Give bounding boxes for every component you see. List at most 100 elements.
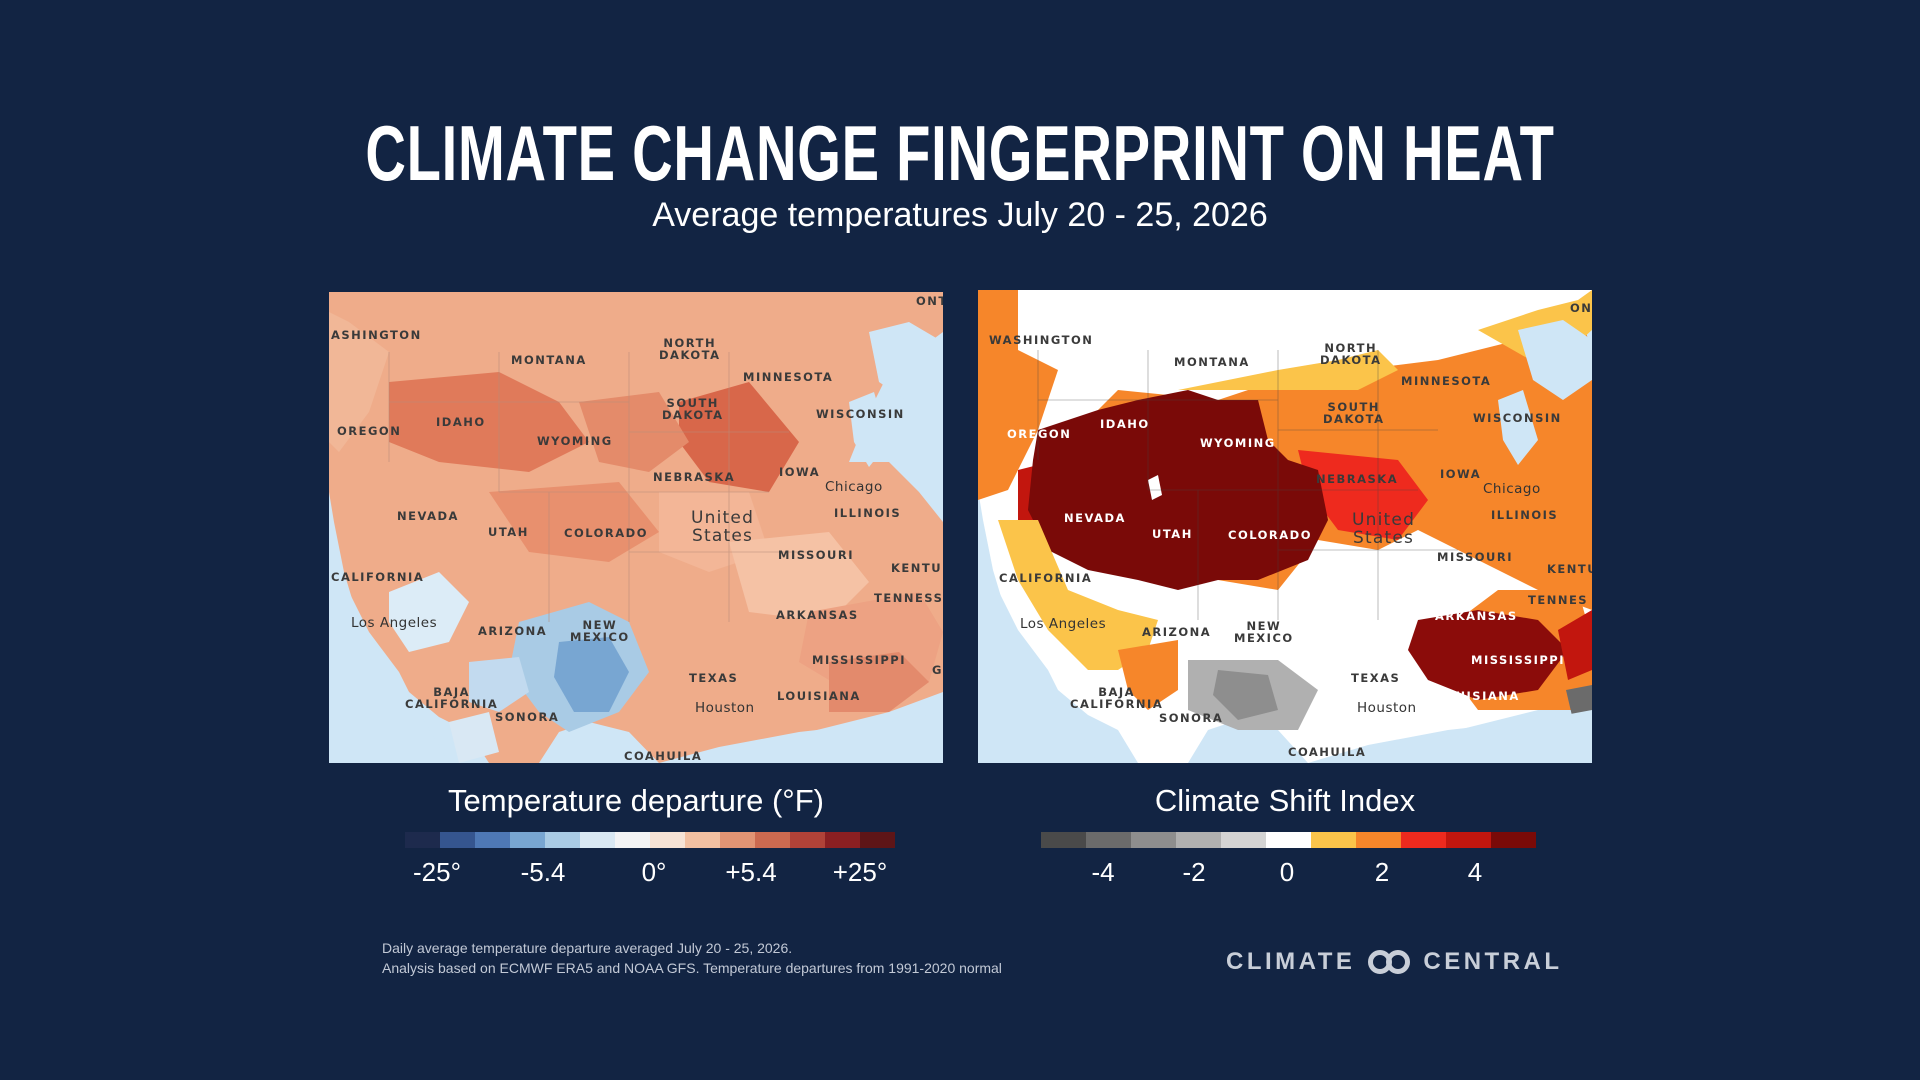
climate-shift-index-map-graphic bbox=[978, 290, 1592, 763]
color-swatch bbox=[1221, 832, 1266, 848]
label-nebraska: NEBRASKA bbox=[1316, 472, 1399, 486]
label-minnesota: MINNESOTA bbox=[743, 370, 834, 384]
label-houston: Houston bbox=[695, 700, 755, 716]
color-swatch bbox=[650, 832, 685, 848]
label-oregon: OREGON bbox=[337, 424, 402, 438]
label-iowa: IOWA bbox=[779, 465, 821, 479]
color-swatch bbox=[545, 832, 580, 848]
color-swatch bbox=[1356, 832, 1401, 848]
label-tennessee: TENNESS bbox=[874, 591, 943, 605]
label-arkansas: ARKANSAS bbox=[1435, 609, 1518, 623]
tick-label: -2 bbox=[1182, 857, 1206, 887]
label-wyoming: WYOMING bbox=[537, 434, 613, 448]
color-swatch bbox=[1311, 832, 1356, 848]
tick-label: +25° bbox=[832, 857, 888, 887]
label-coahuila: COAHUILA bbox=[1288, 745, 1367, 759]
color-swatch bbox=[510, 832, 545, 848]
label-illinois: ILLINOIS bbox=[1491, 508, 1559, 522]
label-texas: TEXAS bbox=[689, 671, 739, 685]
label-kentucky: KENTU bbox=[891, 561, 943, 575]
color-swatch bbox=[580, 832, 615, 848]
label-chicago: Chicago bbox=[825, 479, 883, 495]
page-subtitle: Average temperatures July 20 - 25, 2026 bbox=[652, 196, 1268, 234]
label-united-states: United States bbox=[691, 508, 755, 546]
label-united-states: United States bbox=[1352, 510, 1416, 548]
label-south-dakota: SOUTH DAKOTA bbox=[1323, 400, 1385, 427]
label-california: CALIFORNIA bbox=[999, 571, 1093, 585]
color-swatch bbox=[1491, 832, 1536, 848]
label-north-dakota: NORTH DAKOTA bbox=[659, 336, 721, 363]
label-minnesota: MINNESOTA bbox=[1401, 374, 1492, 388]
climate-shift-index-map: WASHINGTON MONTANA NORTH DAKOTA MINNESOT… bbox=[978, 290, 1592, 763]
tick-label: -25° bbox=[413, 857, 461, 887]
tick-label: -4 bbox=[1091, 857, 1115, 887]
label-louisiana: LOUISIANA bbox=[1436, 689, 1520, 703]
label-idaho: IDAHO bbox=[436, 415, 486, 429]
label-new-mexico: NEW MEXICO bbox=[1234, 619, 1294, 646]
label-north-dakota: NORTH DAKOTA bbox=[1320, 341, 1382, 368]
label-colorado: COLORADO bbox=[1228, 528, 1312, 542]
label-arizona: ARIZONA bbox=[478, 624, 548, 638]
legend-title-csi: Climate Shift Index bbox=[1154, 783, 1416, 818]
label-baja-california: BAJA CALIFORNIA bbox=[1070, 685, 1164, 712]
tick-label: 0° bbox=[641, 857, 667, 887]
climate-central-logo: CLIMATE CENTRAL bbox=[1226, 948, 1563, 976]
color-swatch bbox=[1086, 832, 1131, 848]
label-sonora: SONORA bbox=[1159, 711, 1224, 725]
label-kentucky: KENTU bbox=[1547, 562, 1592, 576]
color-swatch bbox=[405, 832, 440, 848]
label-los-angeles: Los Angeles bbox=[1020, 616, 1107, 632]
color-swatch bbox=[440, 832, 475, 848]
color-swatch bbox=[1176, 832, 1221, 848]
footnote: Daily average temperature departure aver… bbox=[382, 938, 1002, 978]
label-mississippi: MISSISSIPPI bbox=[1471, 653, 1566, 667]
color-swatch bbox=[1266, 832, 1311, 848]
label-idaho: IDAHO bbox=[1100, 417, 1150, 431]
label-montana: MONTANA bbox=[511, 353, 587, 367]
label-wisconsin: WISCONSIN bbox=[816, 407, 905, 421]
color-swatch bbox=[615, 832, 650, 848]
label-mississippi: MISSISSIPPI bbox=[812, 653, 907, 667]
label-south-dakota: SOUTH DAKOTA bbox=[662, 396, 724, 423]
footnote-line-2: Analysis based on ECMWF ERA5 and NOAA GF… bbox=[382, 960, 1002, 976]
label-washington: WASHINGTON bbox=[989, 333, 1094, 347]
label-chicago: Chicago bbox=[1483, 481, 1541, 497]
brand-word-right: CENTRAL bbox=[1423, 948, 1563, 975]
color-swatch bbox=[755, 832, 790, 848]
color-swatch bbox=[1446, 832, 1491, 848]
label-missouri: MISSOURI bbox=[778, 548, 855, 562]
infinity-rings-icon bbox=[1368, 950, 1411, 974]
label-wyoming: WYOMING bbox=[1200, 436, 1276, 450]
brand-word-left: CLIMATE bbox=[1226, 948, 1356, 975]
label-ontario: ON bbox=[1570, 301, 1592, 315]
label-washington: ASHINGTON bbox=[331, 328, 422, 342]
tick-label: +5.4 bbox=[725, 857, 777, 887]
label-california: CALIFORNIA bbox=[331, 570, 425, 584]
label-arizona: ARIZONA bbox=[1142, 625, 1212, 639]
label-nevada: NEVADA bbox=[1064, 511, 1126, 525]
color-swatch bbox=[825, 832, 860, 848]
label-nevada: NEVADA bbox=[397, 509, 459, 523]
color-swatch bbox=[1131, 832, 1176, 848]
label-coahuila: COAHUILA bbox=[624, 749, 703, 763]
label-colorado: COLORADO bbox=[564, 526, 648, 540]
temperature-departure-map-graphic bbox=[329, 292, 943, 763]
footnote-line-1: Daily average temperature departure aver… bbox=[382, 940, 793, 956]
tick-label: 4 bbox=[1467, 857, 1483, 887]
label-los-angeles: Los Angeles bbox=[351, 615, 438, 631]
color-swatch bbox=[720, 832, 755, 848]
label-utah: UTAH bbox=[488, 525, 529, 539]
tick-label: 0 bbox=[1279, 857, 1295, 887]
label-new-mexico: NEW MEXICO bbox=[570, 618, 630, 645]
label-louisiana: LOUISIANA bbox=[777, 689, 861, 703]
label-ontario: ONT bbox=[916, 294, 943, 308]
label-wisconsin: WISCONSIN bbox=[1473, 411, 1562, 425]
label-iowa: IOWA bbox=[1440, 467, 1482, 481]
tick-label: -5.4 bbox=[520, 857, 566, 887]
label-nebraska: NEBRASKA bbox=[653, 470, 736, 484]
color-swatch bbox=[1401, 832, 1446, 848]
color-swatch bbox=[475, 832, 510, 848]
tick-label: 2 bbox=[1374, 857, 1390, 887]
temperature-color-scale bbox=[405, 832, 895, 848]
csi-color-scale bbox=[1041, 832, 1536, 848]
